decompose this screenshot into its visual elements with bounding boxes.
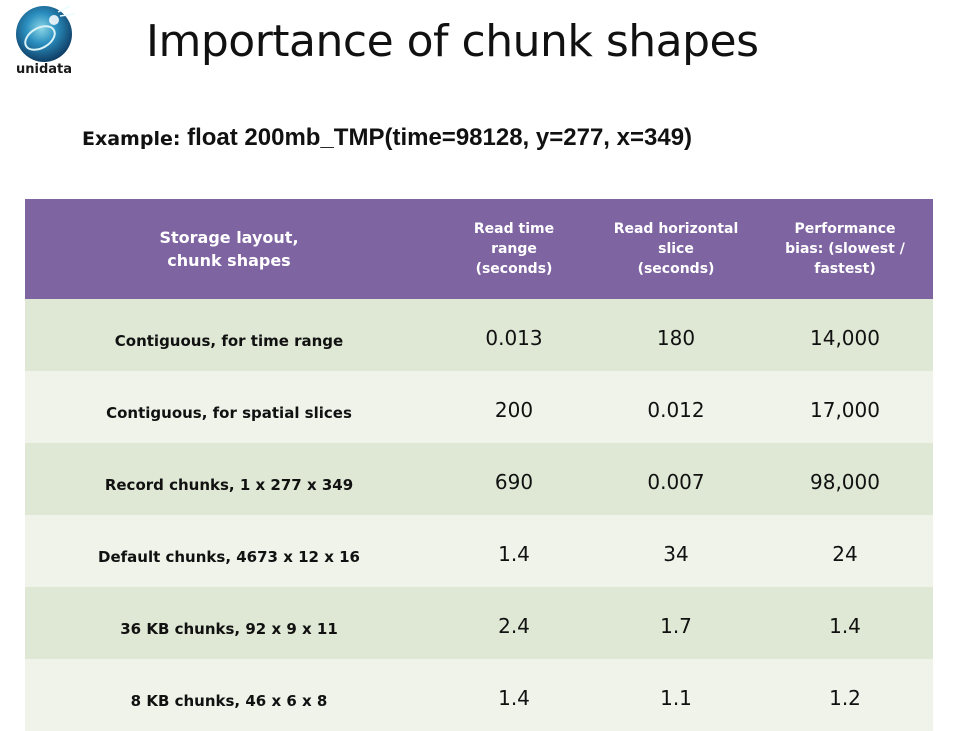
column-header: Performance bias: (slowest / fastest) xyxy=(757,199,933,299)
page-title: Importance of chunk shapes xyxy=(146,16,759,67)
horizontal-slice-cell: 0.007 xyxy=(595,443,757,515)
layout-cell: Default chunks, 4673 x 12 x 16 xyxy=(25,515,433,587)
horizontal-slice-cell: 0.012 xyxy=(595,371,757,443)
time-range-cell: 1.4 xyxy=(433,515,595,587)
bias-cell: 24 xyxy=(757,515,933,587)
table-row: Default chunks, 4673 x 12 x 16 1.4 34 24 xyxy=(25,515,933,587)
bias-cell: 1.4 xyxy=(757,587,933,659)
table-header-row: Storage layout, chunk shapes Read time r… xyxy=(25,199,933,299)
time-range-cell: 1.4 xyxy=(433,659,595,731)
table-row: Contiguous, for time range 0.013 180 14,… xyxy=(25,299,933,371)
bias-cell: 98,000 xyxy=(757,443,933,515)
time-range-cell: 0.013 xyxy=(433,299,595,371)
table-row: 36 KB chunks, 92 x 9 x 11 2.4 1.7 1.4 xyxy=(25,587,933,659)
table-row: 8 KB chunks, 46 x 6 x 8 1.4 1.1 1.2 xyxy=(25,659,933,731)
layout-cell: 36 KB chunks, 92 x 9 x 11 xyxy=(25,587,433,659)
example-label: Example: xyxy=(82,128,188,150)
layout-cell: Contiguous, for spatial slices xyxy=(25,371,433,443)
column-header: Read horizontal slice (seconds) xyxy=(595,199,757,299)
table-row: Contiguous, for spatial slices 200 0.012… xyxy=(25,371,933,443)
time-range-cell: 690 xyxy=(433,443,595,515)
horizontal-slice-cell: 34 xyxy=(595,515,757,587)
time-range-cell: 200 xyxy=(433,371,595,443)
horizontal-slice-cell: 1.1 xyxy=(595,659,757,731)
column-header: Storage layout, chunk shapes xyxy=(25,199,433,299)
time-range-cell: 2.4 xyxy=(433,587,595,659)
layout-cell: 8 KB chunks, 46 x 6 x 8 xyxy=(25,659,433,731)
table-row: Record chunks, 1 x 277 x 349 690 0.007 9… xyxy=(25,443,933,515)
bias-cell: 1.2 xyxy=(757,659,933,731)
layout-cell: Contiguous, for time range xyxy=(25,299,433,371)
logo-text: unidata xyxy=(15,62,73,77)
chunk-shapes-table: Storage layout, chunk shapes Read time r… xyxy=(25,199,933,731)
bias-cell: 17,000 xyxy=(757,371,933,443)
horizontal-slice-cell: 180 xyxy=(595,299,757,371)
bias-cell: 14,000 xyxy=(757,299,933,371)
horizontal-slice-cell: 1.7 xyxy=(595,587,757,659)
unidata-logo-icon xyxy=(6,4,82,80)
column-header: Read time range (seconds) xyxy=(433,199,595,299)
layout-cell: Record chunks, 1 x 277 x 349 xyxy=(25,443,433,515)
example-expression: float 200mb_TMP(time=98128, y=277, x=349… xyxy=(187,124,693,151)
example-subtitle: Example: float 200mb_TMP(time=98128, y=2… xyxy=(82,124,692,152)
